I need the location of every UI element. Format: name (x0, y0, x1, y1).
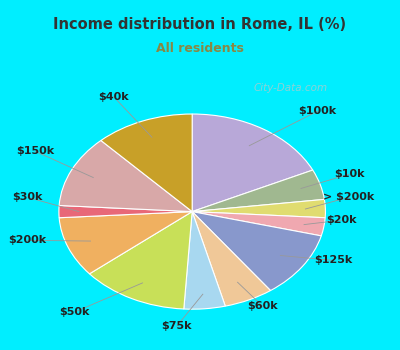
Wedge shape (90, 212, 192, 309)
Wedge shape (192, 170, 324, 212)
Wedge shape (192, 212, 321, 290)
Wedge shape (59, 205, 192, 218)
Text: Income distribution in Rome, IL (%): Income distribution in Rome, IL (%) (54, 17, 346, 32)
Text: $30k: $30k (12, 192, 43, 202)
Text: $125k: $125k (314, 256, 352, 265)
Text: $100k: $100k (298, 106, 337, 116)
Wedge shape (192, 199, 326, 218)
Wedge shape (192, 114, 313, 212)
Wedge shape (192, 212, 325, 236)
Wedge shape (59, 212, 192, 274)
Text: $75k: $75k (161, 321, 192, 331)
Text: $40k: $40k (98, 92, 129, 102)
Text: $10k: $10k (334, 169, 364, 179)
Text: All residents: All residents (156, 42, 244, 56)
Wedge shape (192, 212, 270, 306)
Text: > $200k: > $200k (323, 192, 374, 202)
Text: $50k: $50k (59, 307, 90, 317)
Text: $150k: $150k (16, 146, 54, 156)
Text: $200k: $200k (8, 235, 46, 245)
Wedge shape (59, 140, 192, 212)
Wedge shape (184, 212, 225, 309)
Wedge shape (101, 114, 192, 212)
Text: $60k: $60k (248, 301, 278, 311)
Text: City-Data.com: City-Data.com (253, 83, 327, 93)
Text: $20k: $20k (326, 215, 356, 225)
